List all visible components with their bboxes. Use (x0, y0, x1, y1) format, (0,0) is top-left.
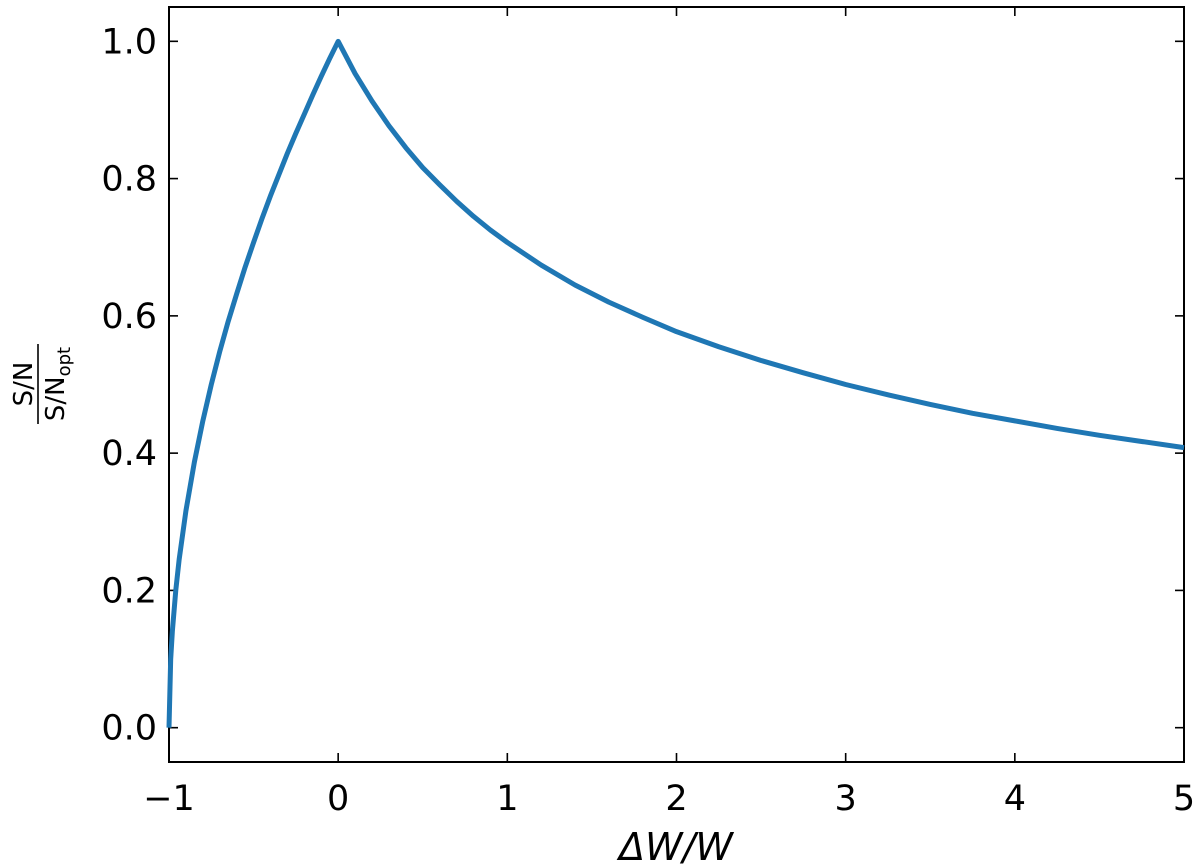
y-axis-label-denominator: S/Nopt (41, 347, 75, 421)
x-axis-label: ΔW/W (616, 825, 734, 868)
y-tick-label-3: 0.6 (101, 297, 157, 337)
y-axis-ticks: 0.0 0.2 0.4 0.6 0.8 1.0 (101, 22, 1184, 749)
y-axis-label-numerator: S/N (9, 362, 39, 407)
y-tick-label-0: 0.0 (101, 709, 157, 749)
y-tick-label-4: 0.8 (101, 160, 157, 200)
x-tick-label-5: 4 (1004, 779, 1026, 819)
x-tick-label-0: −1 (143, 779, 195, 819)
y-tick-label-5: 1.0 (101, 22, 157, 62)
y-axis-label: S/N S/Nopt (9, 344, 75, 424)
series-layer (166, 38, 1185, 728)
y-tick-label-1: 0.2 (101, 571, 157, 611)
plot-frame (168, 6, 1185, 763)
x-tick-label-1: 0 (327, 779, 349, 819)
x-tick-label-4: 3 (835, 779, 857, 819)
y-axis-label-denominator-sub: opt (54, 347, 75, 377)
y-tick-label-2: 0.4 (101, 434, 157, 474)
x-axis-ticks: −1 0 1 2 3 4 5 (143, 7, 1195, 819)
x-tick-label-6: 5 (1173, 779, 1195, 819)
series-line-0 (166, 38, 1185, 728)
y-axis-label-denominator-main: S/N (41, 376, 71, 421)
x-tick-label-3: 2 (665, 779, 687, 819)
x-tick-label-2: 1 (496, 779, 518, 819)
